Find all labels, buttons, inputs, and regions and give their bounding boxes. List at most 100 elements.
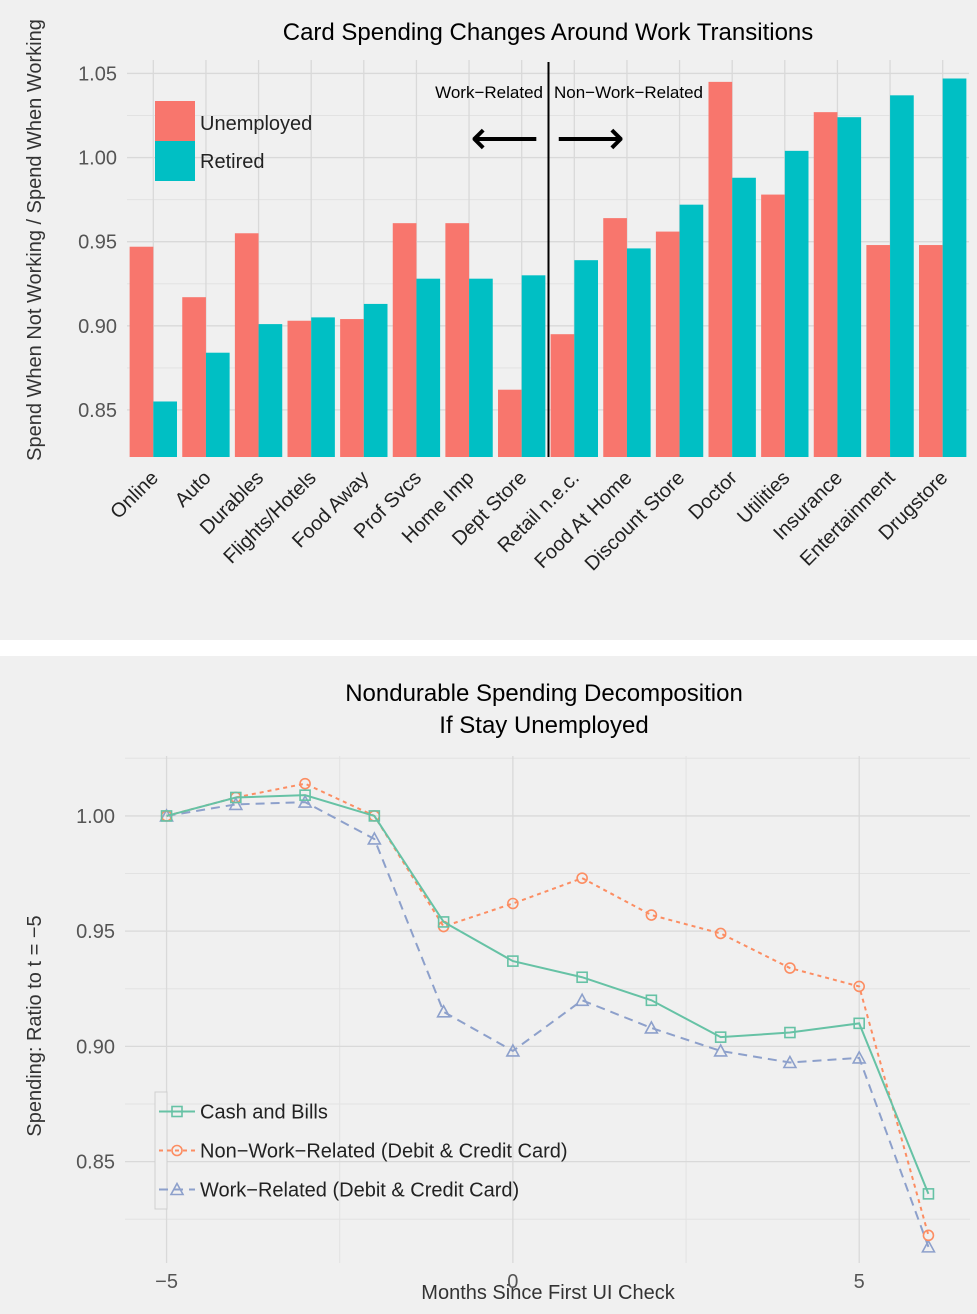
point-cash-and-bills: [160, 810, 173, 822]
bar-retired-dept-store: [521, 275, 546, 457]
bar-retired-doctor: [732, 177, 756, 457]
bar-unemployed-insurance: [813, 112, 838, 457]
line-cash-and-bills: [166, 794, 930, 1195]
point-cash-and-bills: [853, 1017, 865, 1030]
y-tick-label: 1.00: [78, 148, 117, 170]
bar-retired-insurance: [837, 117, 862, 457]
point-non-work-related-debit-credit-card: [645, 909, 658, 921]
point-cash-and-bills: [784, 1026, 796, 1039]
left-arrow: ⟵: [470, 112, 539, 165]
non-work-related-label: Non−Work−Related: [554, 83, 703, 102]
legend-marker-non-work-related-debit-credit-card: [171, 1144, 183, 1157]
point-work-related-debit-credit-card: [713, 1043, 729, 1057]
legend-label-non-work-related-debit-credit-card: Non−Work−Related (Debit & Credit Card): [200, 1141, 568, 1163]
x-tick-label: −5: [155, 1271, 178, 1293]
bar-unemployed-flights-hotels: [287, 320, 312, 457]
bar-unemployed-retail-n-e-c: [550, 334, 575, 457]
line-chart-panel: Nondurable Spending Decomposition If Sta…: [0, 656, 977, 1314]
x-tick-label-flights-hotels: Flights/Hotels: [219, 467, 320, 568]
point-cash-and-bills: [714, 1031, 727, 1043]
point-non-work-related-debit-credit-card: [507, 897, 519, 910]
bar-unemployed-auto: [182, 297, 206, 457]
bar-retired-utilities: [784, 150, 809, 457]
point-non-work-related-debit-credit-card: [576, 872, 588, 884]
point-cash-and-bills: [437, 916, 450, 928]
legend-label-cash-and-bills: Cash and Bills: [200, 1102, 328, 1124]
point-work-related-debit-credit-card: [851, 1050, 867, 1064]
bar-unemployed-food-at-home: [603, 218, 627, 457]
point-cash-and-bills: [368, 810, 381, 822]
x-tick-label-auto: Auto: [171, 467, 216, 512]
bar-chart-panel: Card Spending Changes Around Work Transi…: [0, 0, 977, 640]
y-tick-label: 1.00: [76, 806, 115, 828]
bar-unemployed-utilities: [761, 194, 785, 457]
legend-marker-cash-and-bills: [171, 1105, 183, 1118]
bar-unemployed-drugstore: [919, 245, 943, 457]
work-divider-annotation: Work−Related Non−Work−Related ⟵ ⟶: [435, 62, 703, 457]
bar-retired-flights-hotels: [311, 317, 335, 457]
y-tick-label: 0.85: [78, 400, 117, 422]
point-non-work-related-debit-credit-card: [853, 980, 865, 993]
bar-unemployed-durables: [234, 233, 259, 457]
point-cash-and-bills: [576, 971, 588, 984]
y-tick-label: 0.95: [76, 921, 115, 943]
point-work-related-debit-credit-card: [366, 831, 382, 845]
point-non-work-related-debit-credit-card: [714, 927, 727, 940]
bar-retired-auto: [205, 352, 230, 457]
bar-retired-retail-n-e-c: [574, 260, 598, 457]
right-arrow: ⟶: [556, 112, 625, 165]
bar-unemployed-discount-store: [655, 231, 680, 457]
line-work-related-debit-credit-card: [166, 801, 930, 1248]
x-tick-label: 5: [854, 1271, 865, 1293]
legend-swatch-retired: [155, 141, 195, 181]
point-cash-and-bills: [922, 1188, 935, 1200]
legend-swatch-unemployed: [155, 101, 195, 141]
bar-chart-ylabel: Spend When Not Working / Spend When Work…: [24, 19, 46, 461]
line-chart-xlabel: Months Since First UI Check: [421, 1282, 675, 1304]
y-tick-label: 0.85: [76, 1152, 115, 1174]
point-cash-and-bills: [230, 791, 242, 804]
x-tick-label-online: Online: [106, 467, 162, 523]
point-work-related-debit-credit-card: [921, 1239, 936, 1253]
bar-chart: Card Spending Changes Around Work Transi…: [24, 19, 969, 575]
bar-retired-prof-svcs: [416, 278, 441, 457]
legend-label-work-related-debit-credit-card: Work−Related (Debit & Credit Card): [200, 1180, 519, 1202]
bar-unemployed-home-imp: [445, 223, 470, 457]
legend-label-unemployed: Unemployed: [200, 113, 312, 135]
x-tick-label-doctor: Doctor: [685, 467, 742, 524]
bar-chart-legend: Unemployed Retired: [155, 101, 312, 181]
y-tick-label: 0.95: [78, 232, 117, 254]
point-non-work-related-debit-credit-card: [922, 1229, 935, 1242]
bar-unemployed-online: [129, 246, 154, 457]
bar-unemployed-food-away: [340, 319, 364, 457]
line-chart-subtitle: If Stay Unemployed: [439, 712, 648, 739]
y-tick-label: 1.05: [78, 63, 117, 85]
point-work-related-debit-credit-card: [297, 794, 313, 808]
y-tick-label: 0.90: [76, 1036, 115, 1058]
line-non-work-related-debit-credit-card: [166, 782, 930, 1236]
line-chart: Nondurable Spending Decomposition If Sta…: [24, 680, 970, 1304]
bar-unemployed-dept-store: [498, 389, 522, 457]
bar-retired-food-away: [363, 303, 388, 457]
point-work-related-debit-credit-card: [436, 1004, 451, 1018]
x-tick-label: 0: [507, 1271, 518, 1293]
point-cash-and-bills: [645, 994, 658, 1007]
line-chart-ylabel: Spending: Ratio to t = −5: [24, 915, 46, 1136]
line-chart-legend: Cash and Bills Non−Work−Related (Debit & …: [154, 1091, 568, 1210]
bar-unemployed-entertainment: [866, 245, 891, 457]
y-tick-label: 0.90: [78, 316, 117, 338]
bar-retired-drugstore: [942, 78, 967, 457]
point-non-work-related-debit-credit-card: [299, 777, 311, 790]
point-cash-and-bills: [507, 955, 519, 967]
point-cash-and-bills: [299, 789, 311, 801]
bar-retired-discount-store: [679, 204, 704, 457]
point-work-related-debit-credit-card: [782, 1054, 798, 1069]
legend-marker-work-related-debit-credit-card: [169, 1181, 185, 1196]
bar-unemployed-prof-svcs: [392, 223, 417, 457]
bar-retired-online: [153, 401, 177, 457]
point-work-related-debit-credit-card: [644, 1020, 659, 1034]
work-related-label: Work−Related: [435, 83, 543, 102]
line-chart-title: Nondurable Spending Decomposition: [345, 680, 743, 707]
bar-unemployed-doctor: [708, 81, 733, 457]
bar-retired-food-at-home: [626, 248, 651, 457]
